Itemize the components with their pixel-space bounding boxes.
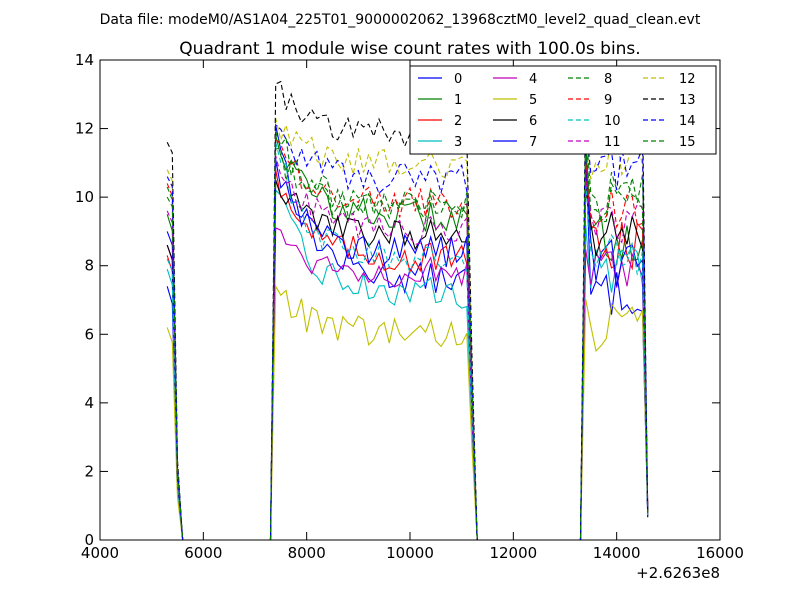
legend-entry-9: 9	[568, 93, 612, 108]
legend-label: 9	[604, 93, 612, 108]
series-line-0	[166, 124, 649, 540]
x-tick-label: 10000	[386, 544, 434, 562]
legend-entry-11: 11	[568, 135, 621, 150]
legend-entry-0: 0	[418, 72, 462, 87]
legend-label: 8	[604, 72, 612, 87]
x-tick-label: 16000	[696, 544, 744, 562]
legend-label: 5	[529, 93, 537, 108]
legend-label: 0	[454, 72, 462, 87]
y-tick-label: 2	[84, 462, 94, 480]
series-line-2	[166, 162, 649, 540]
y-tick-label: 6	[84, 325, 94, 343]
legend-entry-14: 14	[643, 114, 696, 129]
series-line-3	[166, 189, 649, 540]
series-line-10	[166, 142, 649, 540]
y-tick-label: 14	[75, 51, 94, 69]
legend-label: 6	[529, 114, 537, 129]
x-tick-label: 12000	[489, 544, 537, 562]
legend-label: 13	[679, 93, 696, 108]
legend-label: 11	[604, 135, 621, 150]
chart-title: Quadrant 1 module wise count rates with …	[179, 39, 640, 59]
legend-entry-1: 1	[418, 93, 462, 108]
series-line-11	[166, 155, 649, 540]
series-line-5	[166, 284, 649, 540]
series-line-1	[166, 135, 649, 540]
legend-entry-12: 12	[643, 72, 696, 87]
y-tick-label: 4	[84, 394, 94, 412]
legend-entry-3: 3	[418, 135, 462, 150]
x-axis: 4000 6000 8000 10000 12000 14000 16000	[81, 60, 744, 562]
legend-entry-4: 4	[493, 72, 537, 87]
legend-label: 14	[679, 114, 696, 129]
legend-entry-7: 7	[493, 135, 537, 150]
y-tick-label: 0	[84, 531, 94, 549]
figure-suptitle: Data file: modeM0/AS1A04_225T01_90000020…	[100, 12, 701, 28]
legend-label: 3	[454, 135, 462, 150]
series-line-4	[166, 227, 649, 540]
legend-entry-10: 10	[568, 114, 621, 129]
series-layer	[166, 80, 649, 540]
legend-label: 10	[604, 114, 621, 129]
legend-label: 2	[454, 114, 462, 129]
x-tick-label: 4000	[81, 544, 119, 562]
y-tick-label: 10	[75, 188, 94, 206]
legend-label: 15	[679, 135, 696, 150]
legend-entry-8: 8	[568, 72, 612, 87]
x-tick-label: 14000	[593, 544, 641, 562]
y-tick-label: 8	[84, 257, 94, 275]
legend-entry-2: 2	[418, 114, 462, 129]
series-line-7	[166, 159, 649, 540]
legend-entry-15: 15	[643, 135, 696, 150]
legend-label: 7	[529, 135, 537, 150]
x-offset-label: +2.6263e8	[636, 564, 720, 582]
legend-entry-5: 5	[493, 93, 537, 108]
x-tick-label: 6000	[184, 544, 222, 562]
legend-label: 12	[679, 72, 696, 87]
series-line-8	[166, 141, 649, 540]
legend-label: 1	[454, 93, 462, 108]
legend-entry-13: 13	[643, 93, 696, 108]
legend-label: 4	[529, 72, 537, 87]
legend-frame	[409, 65, 717, 155]
y-tick-label: 12	[75, 120, 94, 138]
series-line-6	[166, 179, 649, 540]
x-tick-label: 8000	[288, 544, 326, 562]
legend-entry-6: 6	[493, 114, 537, 129]
